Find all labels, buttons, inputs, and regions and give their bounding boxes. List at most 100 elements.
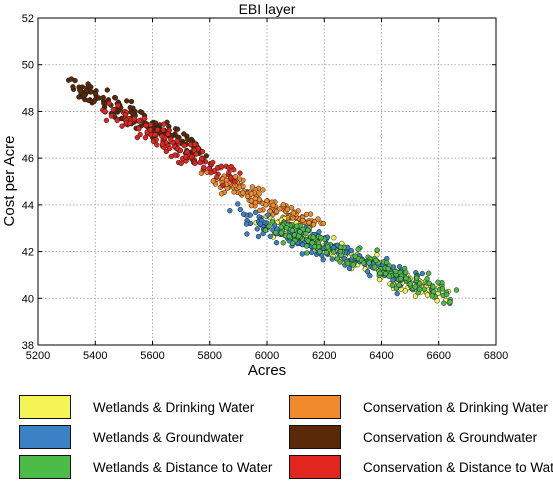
scatter-point bbox=[153, 120, 159, 126]
scatter-point bbox=[444, 292, 450, 298]
scatter-point bbox=[119, 123, 125, 129]
scatter-point bbox=[270, 202, 276, 208]
scatter-point bbox=[424, 292, 431, 298]
chart-title: EBI layer bbox=[239, 1, 296, 17]
scatter-point bbox=[85, 81, 91, 87]
scatter-point bbox=[329, 256, 335, 262]
scatter-point bbox=[177, 147, 184, 154]
scatter-point bbox=[203, 153, 210, 159]
scatter-point bbox=[331, 235, 337, 241]
y-tick-label: 52 bbox=[22, 13, 34, 25]
scatter-point bbox=[263, 202, 269, 208]
scatter-point bbox=[426, 280, 432, 286]
scatter-point bbox=[315, 216, 321, 222]
scatter-point bbox=[108, 113, 115, 119]
x-tick-label: 6600 bbox=[427, 350, 451, 362]
scatter-point bbox=[398, 276, 404, 282]
scatter-point bbox=[244, 193, 251, 200]
scatter-point bbox=[396, 282, 402, 288]
scatter-point bbox=[257, 207, 263, 214]
scatter-point bbox=[344, 260, 351, 266]
scatter-point bbox=[244, 231, 250, 237]
scatter-point bbox=[168, 136, 174, 142]
scatter-point bbox=[199, 149, 206, 155]
scatter-point bbox=[309, 249, 315, 256]
scatter-point bbox=[122, 112, 129, 118]
scatter-point bbox=[147, 127, 153, 133]
scatter-point bbox=[142, 115, 148, 122]
legend-label: Wetlands & Distance to Water bbox=[93, 459, 273, 475]
scatter-point bbox=[320, 220, 326, 227]
scatter-point bbox=[189, 154, 195, 160]
scatter-point bbox=[228, 175, 234, 181]
scatter-point bbox=[252, 209, 259, 215]
grid bbox=[38, 18, 496, 345]
scatter-point bbox=[277, 206, 283, 212]
scatter-point bbox=[299, 251, 305, 257]
scatter-point bbox=[386, 273, 392, 279]
scatter-point bbox=[237, 170, 243, 176]
scatter-point bbox=[403, 275, 409, 281]
scatter-point bbox=[364, 269, 371, 275]
scatter-point bbox=[160, 127, 166, 133]
legend-label: Conservation & Groundwater bbox=[363, 429, 538, 445]
legend-swatch bbox=[19, 395, 71, 419]
scatter-point bbox=[152, 132, 158, 138]
scatter-point bbox=[227, 208, 233, 214]
scatter-point bbox=[286, 233, 292, 239]
scatter-point bbox=[429, 293, 435, 299]
scatter-point bbox=[355, 246, 361, 252]
scatter-point bbox=[183, 154, 189, 160]
legend-swatch bbox=[19, 425, 71, 449]
scatter-point bbox=[414, 275, 420, 281]
scatter-point bbox=[134, 134, 140, 141]
scatter-point bbox=[430, 284, 436, 290]
scatter-point bbox=[396, 264, 403, 270]
scatter-point bbox=[303, 230, 309, 237]
scatter-point bbox=[112, 95, 119, 101]
y-axis-label: Cost per Acre bbox=[1, 136, 18, 227]
scatter-point bbox=[72, 77, 78, 84]
scatter-point bbox=[218, 191, 225, 197]
scatter-point bbox=[96, 95, 102, 101]
scatter-point bbox=[350, 262, 356, 268]
scatter-point bbox=[303, 243, 310, 249]
scatter-point bbox=[389, 282, 396, 288]
scatter-point bbox=[161, 121, 167, 127]
scatter-point bbox=[338, 252, 344, 258]
y-tick-label: 40 bbox=[22, 293, 34, 305]
x-tick-label: 6400 bbox=[369, 350, 393, 362]
legend-swatch bbox=[289, 425, 341, 449]
scatter-point bbox=[237, 206, 243, 213]
scatter-point bbox=[150, 138, 157, 145]
y-tick-label: 50 bbox=[22, 60, 34, 72]
scatter-point bbox=[228, 163, 234, 170]
scatter-point bbox=[435, 279, 441, 285]
scatter-point bbox=[417, 280, 423, 287]
scatter-point bbox=[384, 259, 390, 266]
x-tick-label: 5200 bbox=[26, 350, 50, 362]
scatter-point bbox=[320, 257, 326, 263]
scatter-point bbox=[403, 269, 409, 275]
legend-item-wetlands-drinking-water: Wetlands & Drinking Water bbox=[19, 394, 254, 420]
scatter-point bbox=[280, 240, 286, 246]
scatter-point bbox=[289, 227, 296, 234]
scatter-point bbox=[210, 178, 216, 184]
scatter-point bbox=[309, 240, 315, 246]
scatter-point bbox=[290, 210, 297, 216]
scatter-point bbox=[70, 84, 76, 90]
scatter-point bbox=[127, 120, 133, 126]
scatter-point bbox=[412, 293, 419, 299]
scatter-point bbox=[181, 143, 187, 149]
scatter-point bbox=[210, 159, 216, 166]
scatter-point bbox=[226, 169, 232, 175]
scatter-point bbox=[235, 201, 241, 207]
scatter-point bbox=[76, 94, 82, 100]
scatter-point bbox=[273, 229, 279, 236]
x-tick-label: 5600 bbox=[140, 350, 164, 362]
scatter-point bbox=[318, 235, 324, 241]
scatter-point bbox=[100, 94, 106, 101]
scatter-point bbox=[92, 90, 99, 97]
scatter-point bbox=[254, 226, 260, 232]
scatter-point bbox=[424, 276, 430, 282]
